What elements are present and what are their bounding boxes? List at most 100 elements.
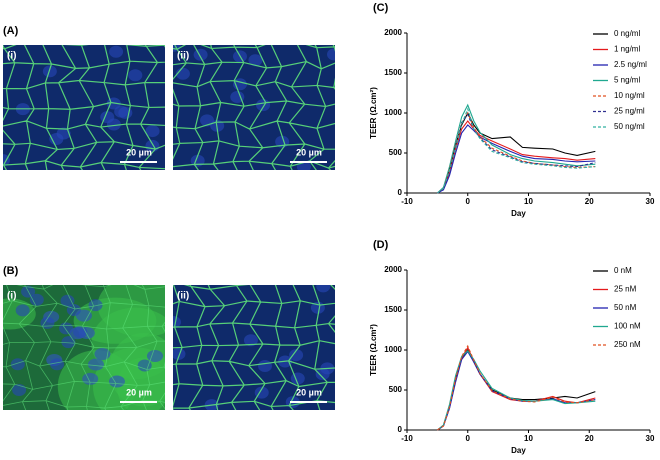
y-tick-label: 0 bbox=[398, 188, 403, 197]
nucleus bbox=[316, 285, 331, 293]
nucleus bbox=[193, 48, 208, 61]
legend-label: 50 nM bbox=[614, 303, 637, 312]
y-axis-label: TEER (Ω.cm²) bbox=[369, 87, 378, 139]
nucleus bbox=[118, 106, 133, 119]
y-tick-label: 1000 bbox=[384, 108, 402, 117]
x-tick-label: 0 bbox=[466, 434, 471, 443]
micrograph bbox=[173, 45, 335, 170]
x-tick-label: 20 bbox=[585, 197, 594, 206]
series-line bbox=[437, 124, 596, 194]
nucleus bbox=[15, 304, 30, 317]
nucleus bbox=[230, 91, 245, 104]
cells bbox=[3, 45, 165, 170]
y-tick-label: 2000 bbox=[384, 28, 402, 37]
series-line bbox=[437, 107, 596, 194]
nucleus bbox=[12, 384, 27, 397]
y-axis-label: TEER (Ω.cm²) bbox=[369, 324, 378, 376]
scale-label: 20 µm bbox=[126, 147, 152, 157]
cells bbox=[173, 45, 335, 170]
legend-label: 250 nM bbox=[614, 340, 641, 349]
image-label: (i) bbox=[7, 291, 16, 302]
nucleus bbox=[146, 350, 163, 363]
y-tick-label: 0 bbox=[398, 425, 403, 434]
nucleus bbox=[289, 349, 304, 362]
micrograph bbox=[173, 285, 335, 410]
nucleus bbox=[42, 65, 57, 78]
x-tick-label: 0 bbox=[466, 197, 471, 206]
nucleus bbox=[59, 322, 74, 335]
nucleus bbox=[145, 125, 160, 138]
micrograph bbox=[3, 285, 165, 410]
nucleus bbox=[173, 316, 181, 329]
nucleus bbox=[248, 54, 263, 67]
y-tick-label: 2000 bbox=[384, 265, 402, 274]
nucleus bbox=[66, 303, 81, 316]
image-label: (ii) bbox=[177, 291, 189, 302]
nucleus bbox=[61, 336, 76, 349]
cell-borders bbox=[3, 285, 165, 410]
x-tick-label: -10 bbox=[401, 197, 413, 206]
series-line bbox=[437, 113, 596, 194]
legend-label: 0 ng/ml bbox=[614, 29, 640, 38]
nucleus bbox=[29, 293, 44, 306]
legend-label: 25 nM bbox=[614, 285, 637, 294]
x-tick-label: 10 bbox=[524, 434, 533, 443]
scale-label: 20 µm bbox=[296, 387, 322, 397]
legend-label: 5 ng/ml bbox=[614, 76, 640, 85]
legend-label: 10 ng/ml bbox=[614, 91, 645, 100]
nucleus bbox=[94, 347, 111, 360]
cells bbox=[3, 285, 165, 410]
nucleus bbox=[50, 358, 65, 371]
nucleus bbox=[108, 375, 125, 388]
micrograph bbox=[3, 45, 165, 170]
x-axis-label: Day bbox=[511, 446, 526, 455]
legend-label: 2.5 ng/ml bbox=[614, 60, 647, 69]
x-tick-label: 20 bbox=[585, 434, 594, 443]
cell-borders bbox=[3, 45, 165, 170]
x-tick-label: -10 bbox=[401, 434, 413, 443]
nucleus bbox=[60, 294, 75, 307]
scale-label: 20 µm bbox=[126, 387, 152, 397]
nucleus bbox=[87, 358, 104, 371]
legend-label: 100 nM bbox=[614, 322, 641, 331]
nucleus bbox=[56, 127, 71, 140]
series-line bbox=[437, 111, 596, 194]
nucleus bbox=[137, 359, 152, 372]
y-tick-label: 500 bbox=[389, 385, 403, 394]
y-tick-label: 1500 bbox=[384, 305, 402, 314]
panel-label: (A) bbox=[3, 25, 19, 37]
nucleus bbox=[100, 111, 115, 124]
image-label: (i) bbox=[7, 51, 16, 62]
x-tick-label: 30 bbox=[646, 434, 655, 443]
nucleus bbox=[257, 359, 272, 372]
cell-borders bbox=[173, 45, 335, 170]
y-tick-label: 1500 bbox=[384, 68, 402, 77]
cells bbox=[173, 285, 335, 410]
series-line bbox=[437, 349, 596, 431]
x-axis-label: Day bbox=[511, 209, 526, 218]
legend-label: 50 ng/ml bbox=[614, 122, 645, 131]
series-line bbox=[437, 111, 596, 194]
panel-label: (B) bbox=[3, 265, 19, 277]
panel-label: (C) bbox=[373, 2, 389, 14]
cell-borders bbox=[173, 285, 335, 410]
nucleus bbox=[128, 69, 143, 82]
x-tick-label: 10 bbox=[524, 197, 533, 206]
nucleus bbox=[109, 45, 124, 58]
legend-label: 25 ng/ml bbox=[614, 107, 645, 116]
x-tick-label: 30 bbox=[646, 197, 655, 206]
legend-label: 1 ng/ml bbox=[614, 45, 640, 54]
nucleus bbox=[88, 299, 103, 312]
nucleus bbox=[73, 325, 88, 338]
nucleus bbox=[10, 358, 25, 371]
y-tick-label: 1000 bbox=[384, 345, 402, 354]
y-tick-label: 500 bbox=[389, 148, 403, 157]
nucleus bbox=[327, 48, 335, 61]
image-label: (ii) bbox=[177, 51, 189, 62]
panel-label: (D) bbox=[373, 239, 389, 251]
nucleus bbox=[243, 334, 258, 347]
series-line bbox=[437, 103, 596, 194]
legend-label: 0 nM bbox=[614, 266, 632, 275]
nucleus bbox=[256, 99, 271, 112]
